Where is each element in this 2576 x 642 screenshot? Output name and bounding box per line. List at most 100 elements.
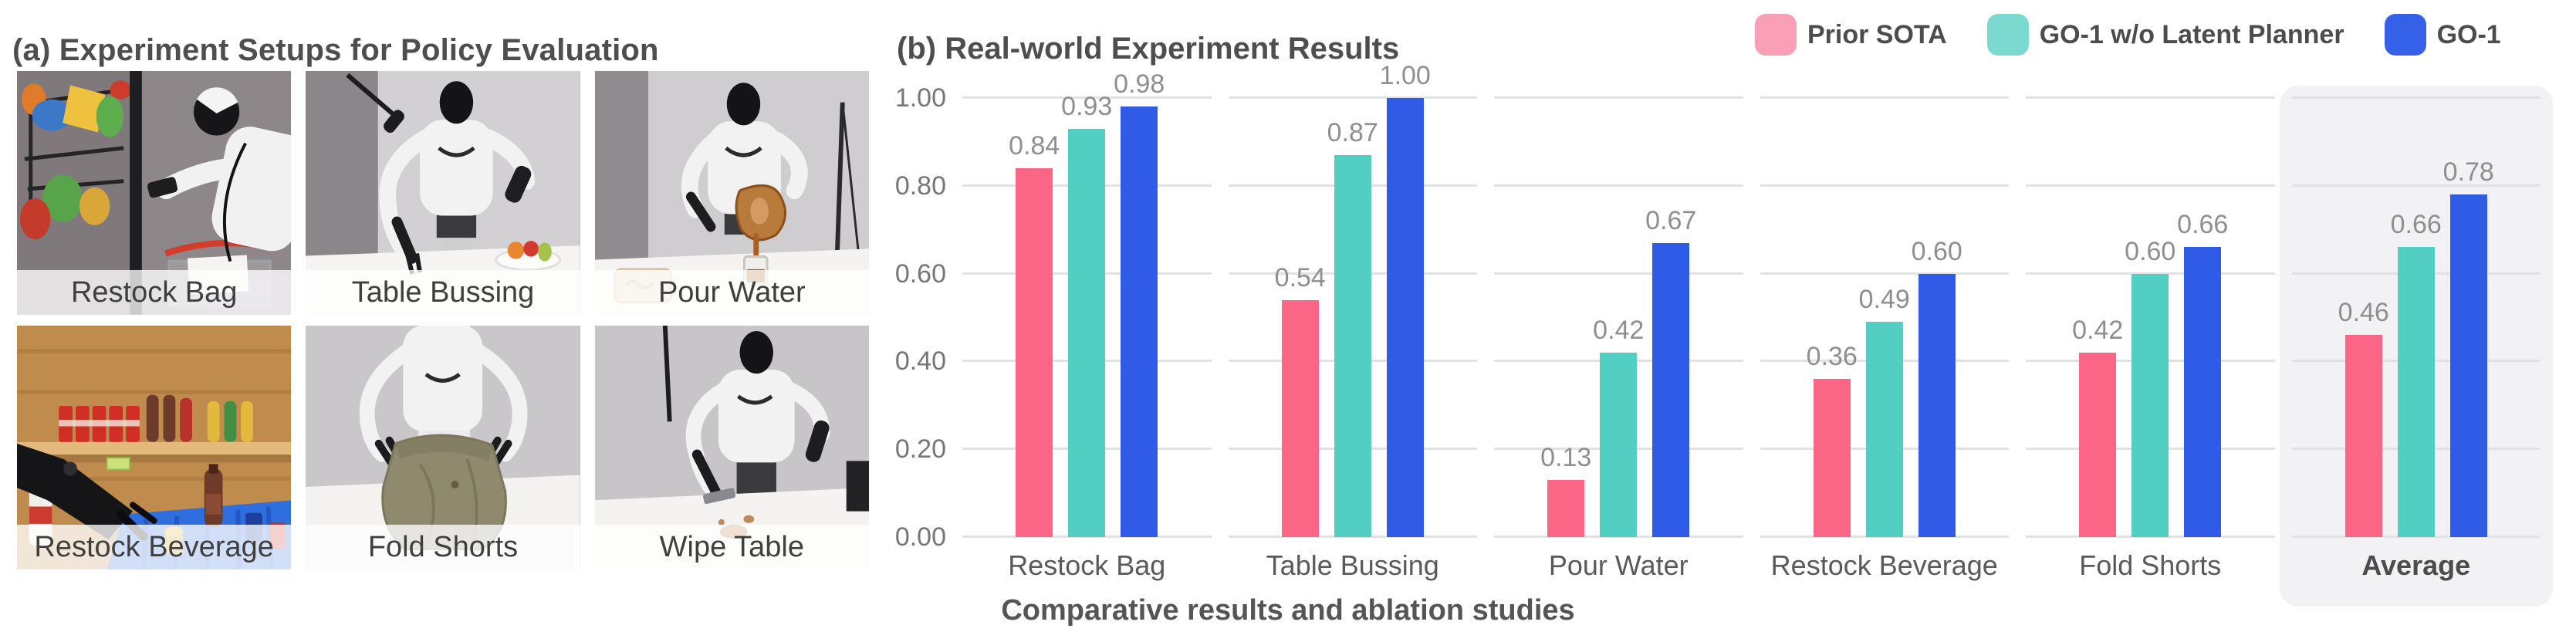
photo-label: Fold Shorts — [306, 525, 580, 569]
bar-value-label: 0.66 — [2390, 210, 2442, 240]
y-axis-tick-label: 0.40 — [894, 346, 946, 377]
gridline — [1494, 184, 1743, 187]
bar-slot: 0.67 — [1645, 98, 1696, 537]
chart-panel-table-bussing: 0.54 0.87 1.00 Table Bussing — [1228, 63, 1477, 581]
photo-pour-water: Pour Water — [594, 71, 869, 315]
chart-panel-restock-bag: 0.84 0.93 0.98 Restock Bag — [962, 71, 1212, 581]
bar-slot: 0.49 — [1859, 98, 1910, 537]
bar-go-1-w-o-latent-planner-pour-water — [1600, 353, 1638, 537]
photo-restock-beverage: Restock Beverage — [17, 326, 292, 569]
legend-swatch-go-1-w-o-latent-planner — [1986, 14, 2029, 56]
photo-label: Restock Beverage — [17, 525, 292, 569]
bar-slot: 0.13 — [1540, 98, 1591, 537]
section-a-title: (a) Experiment Setups for Policy Evaluat… — [12, 33, 659, 68]
x-axis-category-label: Fold Shorts — [2079, 549, 2222, 581]
x-axis-category-label: Average — [2361, 549, 2471, 581]
bar-value-label: 0.93 — [1061, 91, 1113, 121]
x-axis-category-label: Restock Beverage — [1770, 549, 1998, 581]
bar-slot: 0.46 — [2338, 98, 2389, 537]
bar-slot: 0.36 — [1807, 98, 1858, 537]
bar-value-label: 0.46 — [2338, 298, 2389, 328]
bar-value-label: 0.54 — [1274, 262, 1326, 292]
bar-slot: 0.93 — [1061, 93, 1112, 537]
figure-caption: Comparative results and ablation studies — [1001, 594, 1575, 627]
bar-go-1-w-o-latent-planner-fold-shorts — [2131, 273, 2169, 537]
gridline — [2026, 184, 2275, 187]
bar-go-1-w-o-latent-planner-restock-beverage — [1865, 322, 1903, 537]
experiment-setups-section: (a) Experiment Setups for Policy Evaluat… — [0, 0, 887, 642]
gridline — [1760, 272, 2009, 275]
bar-group-restock-bag: 0.84 0.93 0.98 — [1009, 71, 1165, 537]
bar-go-1-w-o-latent-planner-table-bussing — [1334, 154, 1371, 537]
legend-item-prior-sota: Prior SOTA — [1755, 14, 1947, 56]
photo-label: Pour Water — [594, 270, 869, 315]
bar-slot: 0.98 — [1114, 71, 1165, 537]
bar-slot: 0.84 — [1009, 98, 1060, 537]
legend-swatch-go-1 — [2384, 14, 2426, 56]
bar-slot: 0.78 — [2443, 98, 2494, 537]
chart-plot-area: 0.84 0.93 0.98 Restock Bag 0.54 0.87 1.00 Table… — [962, 63, 2553, 607]
photo-restock-bag: Restock Bag — [17, 71, 292, 315]
bar-value-label: 0.84 — [1009, 131, 1060, 161]
gridline — [2291, 184, 2541, 187]
photo-wipe-table: Wipe Table — [594, 326, 869, 569]
bar-value-label: 0.13 — [1540, 443, 1592, 473]
bar-value-label: 0.36 — [1806, 342, 1858, 372]
bar-group-pour-water: 0.13 0.42 0.67 — [1540, 98, 1696, 537]
bar-slot: 0.66 — [2391, 98, 2442, 537]
bar-value-label: 0.66 — [2177, 210, 2229, 240]
bar-go-1-restock-bag — [1121, 106, 1158, 537]
bar-slot: 1.00 — [1380, 63, 1431, 537]
chart-panel-average: 0.46 0.66 0.78 Average — [2279, 86, 2553, 607]
legend-label: GO-1 — [2436, 19, 2501, 49]
bar-prior-sota-average — [2344, 335, 2382, 537]
photo-label: Restock Bag — [17, 270, 292, 315]
legend-label: Prior SOTA — [1807, 19, 1947, 49]
gridline — [1760, 184, 2009, 187]
bar-value-label: 1.00 — [1379, 61, 1431, 90]
bar-prior-sota-restock-bag — [1016, 168, 1053, 537]
gridline — [2291, 96, 2541, 99]
photo-label: Wipe Table — [594, 525, 869, 569]
bar-go-1-pour-water — [1652, 242, 1690, 537]
bar-prior-sota-restock-beverage — [1813, 379, 1851, 537]
bar-value-label: 0.67 — [1645, 205, 1697, 235]
bar-group-restock-beverage: 0.36 0.49 0.60 — [1807, 98, 1962, 537]
bar-go-1-fold-shorts — [2184, 247, 2222, 537]
photo-table-bussing: Table Bussing — [306, 71, 580, 315]
bar-slot: 0.60 — [2125, 98, 2175, 537]
gridline — [1494, 272, 1743, 275]
photo-fold-shorts: Fold Shorts — [306, 326, 580, 569]
x-axis-category-label: Pour Water — [1548, 549, 1689, 581]
bar-value-label: 0.42 — [2072, 316, 2124, 346]
y-axis-tick-label: 0.80 — [894, 171, 946, 201]
section-b-title: (b) Real-world Experiment Results — [897, 32, 1400, 66]
x-axis-category-label: Restock Bag — [1008, 549, 1166, 581]
bar-slot: 0.60 — [1912, 98, 1962, 537]
bar-slot: 0.42 — [2072, 98, 2123, 537]
chart-panel-restock-beverage: 0.36 0.49 0.60 Restock Beverage — [1760, 96, 2009, 581]
bar-slot: 0.66 — [2177, 98, 2228, 537]
y-axis-tick-label: 0.60 — [894, 258, 946, 289]
bar-group-average: 0.46 0.66 0.78 — [2338, 98, 2494, 537]
bar-value-label: 0.60 — [1911, 236, 1962, 266]
bar-value-label: 0.87 — [1327, 117, 1378, 147]
photo-label: Table Bussing — [306, 270, 580, 315]
bar-value-label: 0.49 — [1858, 285, 1910, 315]
experiment-results-section: (b) Real-world Experiment Results Prior … — [887, 0, 2576, 642]
bar-prior-sota-table-bussing — [1281, 299, 1319, 537]
bar-go-1-w-o-latent-planner-restock-bag — [1068, 128, 1106, 537]
chart-panel-pour-water: 0.13 0.42 0.67 Pour Water — [1494, 96, 1743, 581]
gridline — [1494, 96, 1743, 99]
bar-slot: 0.42 — [1593, 98, 1644, 537]
bar-slot: 0.87 — [1327, 98, 1378, 537]
bar-go-1-restock-beverage — [1918, 273, 1956, 537]
chart-y-axis: 0.00 0.20 0.40 0.60 0.80 1.00 — [887, 85, 946, 550]
gridline — [1228, 96, 1477, 99]
y-axis-tick-label: 1.00 — [894, 83, 946, 113]
bar-go-1-w-o-latent-planner-average — [2397, 247, 2435, 537]
gridline — [962, 96, 1212, 99]
y-axis-tick-label: 0.20 — [894, 434, 946, 465]
bar-prior-sota-fold-shorts — [2079, 353, 2117, 537]
